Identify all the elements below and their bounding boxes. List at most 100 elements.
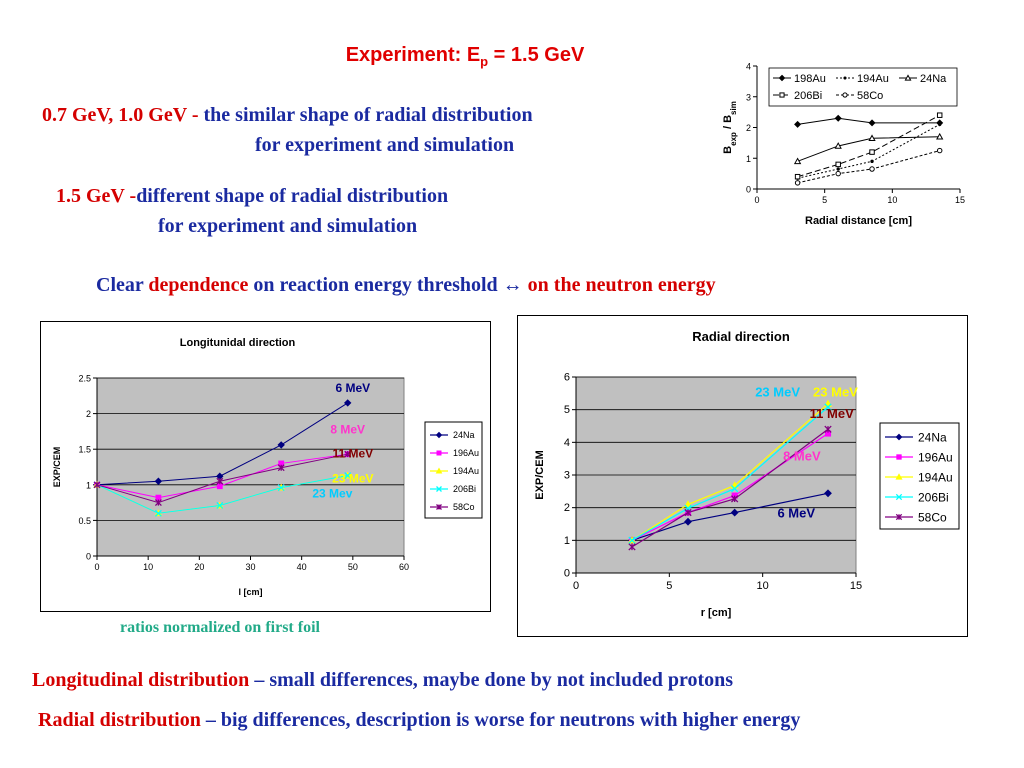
legend-swatch-marker bbox=[895, 433, 903, 441]
legend-item-206Bi: 206Bi bbox=[885, 490, 949, 504]
legend-swatch-marker bbox=[842, 92, 848, 98]
x-tick-label: 5 bbox=[822, 195, 827, 205]
series-58Co bbox=[93, 450, 352, 507]
legend-box bbox=[879, 422, 960, 530]
energy-annotation: 23 MeV bbox=[813, 385, 858, 400]
legend-item-196Au: 196Au bbox=[885, 450, 953, 464]
y-tick-label: 0 bbox=[564, 568, 570, 580]
legend-label: 58Co bbox=[453, 502, 475, 512]
x-tick-label: 30 bbox=[245, 562, 255, 572]
data-point-58Co bbox=[684, 508, 692, 517]
longitudinal-chart: Longitunidal direction 0 0.5 1 1.5 2 2.5 0 10 20 3… bbox=[40, 321, 491, 612]
y-tick-label: 1 bbox=[746, 154, 751, 164]
legend-label: 24Na bbox=[453, 430, 475, 440]
data-point-24Na bbox=[936, 132, 944, 140]
data-point-198Au bbox=[868, 119, 876, 127]
data-point-206Bi bbox=[936, 112, 943, 118]
data-point-24Na bbox=[834, 142, 842, 149]
y-axis-label-part: B bbox=[722, 146, 734, 154]
x-tick-label: 5 bbox=[666, 580, 672, 592]
title-prefix: Experiment: E bbox=[345, 44, 481, 66]
series-24Na bbox=[793, 132, 944, 165]
x-tick-label: 10 bbox=[887, 195, 897, 205]
chart-caption: ratios normalized on first foil bbox=[120, 619, 320, 636]
y-tick-label: 2 bbox=[564, 502, 570, 514]
series-line-206Bi bbox=[631, 406, 829, 541]
legend-label: 198Au bbox=[794, 73, 826, 85]
statement-3-d: on the neutron energy bbox=[527, 274, 716, 296]
data-point-196Au bbox=[155, 494, 162, 501]
conclusion-1-label: Longitudinal distribution bbox=[32, 669, 250, 691]
legend-label: 58Co bbox=[918, 510, 947, 524]
y-tick-label: 5 bbox=[564, 404, 570, 416]
legend-item-194Au: 194Au bbox=[430, 466, 479, 476]
statement-2-continuation: for experiment and simulation bbox=[158, 215, 418, 237]
conclusion-2-label: Radial distribution bbox=[38, 709, 201, 731]
data-point-206Bi bbox=[869, 149, 875, 155]
y-tick-label: 3 bbox=[564, 470, 570, 482]
conclusion-2-text: – big differences, description is worse … bbox=[200, 709, 801, 731]
series-line-24Na bbox=[631, 492, 829, 541]
legend-swatch-marker bbox=[778, 74, 786, 82]
energy-annotation: 23 MeV bbox=[755, 385, 800, 400]
series-206Bi bbox=[794, 112, 943, 180]
legend-item-58Co: 58Co bbox=[885, 510, 947, 524]
conclusion-1: Longitudinal distribution – small differ… bbox=[32, 669, 733, 692]
series-line-58Co bbox=[631, 428, 829, 548]
data-point-58Co bbox=[835, 170, 841, 177]
x-tick-label: 15 bbox=[955, 195, 965, 205]
series-58Co bbox=[794, 147, 943, 186]
energy-annotation: 6 MeV bbox=[777, 505, 815, 520]
data-point-58Co bbox=[344, 450, 352, 458]
legend-swatch-marker bbox=[843, 76, 847, 80]
legend-item-24Na: 24Na bbox=[430, 430, 475, 440]
data-point-58Co bbox=[869, 166, 875, 172]
data-point-24Na bbox=[824, 489, 832, 498]
legend-item-58Co: 58Co bbox=[430, 502, 475, 512]
legend-label: 196Au bbox=[918, 450, 953, 464]
series-line-206Bi bbox=[797, 114, 940, 178]
statement-3-a: Clear bbox=[96, 274, 149, 296]
x-tick-label: 15 bbox=[850, 580, 862, 592]
statement-1-dash: - bbox=[186, 104, 204, 126]
statement-2-text: different shape of radial distribution bbox=[136, 185, 449, 207]
statement-3-c: on reaction energy threshold ↔ bbox=[248, 274, 528, 296]
radial-chart-svg: Radial direction 0 1 2 3 4 5 6 0 5 10 15 r [cm] EXP/C… bbox=[534, 329, 960, 619]
legend-item-24Na: 24Na bbox=[899, 73, 947, 85]
data-point-206Bi bbox=[277, 484, 285, 492]
data-point-24Na bbox=[277, 441, 285, 449]
y-axis-label-part: sim bbox=[729, 101, 738, 115]
series-line-198Au bbox=[797, 117, 940, 125]
legend-item-206Bi: 206Bi bbox=[430, 484, 476, 494]
data-point-206Bi bbox=[794, 173, 801, 180]
energy-annotation: 8 MeV bbox=[330, 423, 365, 437]
legend-label: 24Na bbox=[920, 73, 947, 85]
legend-swatch-marker bbox=[904, 74, 912, 81]
legend-label: 194Au bbox=[857, 73, 889, 85]
legend-swatch-marker bbox=[436, 450, 442, 456]
data-point-24Na bbox=[344, 399, 352, 407]
longitudinal-chart-svg: Longitunidal direction 0 0.5 1 1.5 2 2.5 0 10 20 3… bbox=[52, 337, 483, 597]
y-tick-label: 0 bbox=[86, 552, 91, 562]
legend-swatch-marker bbox=[779, 92, 785, 98]
legend-swatch-marker bbox=[895, 513, 903, 521]
data-point-58Co bbox=[731, 495, 739, 503]
legend-label: 196Au bbox=[453, 448, 479, 458]
series-line-58Co bbox=[797, 150, 940, 184]
x-tick-label: 60 bbox=[399, 562, 409, 572]
data-point-24Na bbox=[868, 134, 876, 142]
y-tick-label: 6 bbox=[564, 372, 570, 384]
y-tick-label: 2 bbox=[746, 123, 751, 133]
x-tick-label: 20 bbox=[194, 562, 204, 572]
data-point-58Co bbox=[154, 499, 162, 507]
data-point-24Na bbox=[684, 517, 692, 526]
y-axis-label-part: exp bbox=[729, 132, 738, 146]
statement-3: Clear dependence on reaction energy thre… bbox=[96, 274, 716, 297]
legend-swatch-marker bbox=[436, 486, 442, 492]
data-point-206Bi bbox=[628, 536, 636, 544]
energy-annotation: 23 MeV bbox=[332, 472, 373, 486]
legend-label: 58Co bbox=[857, 90, 883, 102]
data-point-58Co bbox=[628, 543, 636, 551]
data-point-194Au bbox=[870, 159, 874, 164]
x-tick-label: 40 bbox=[297, 562, 307, 572]
